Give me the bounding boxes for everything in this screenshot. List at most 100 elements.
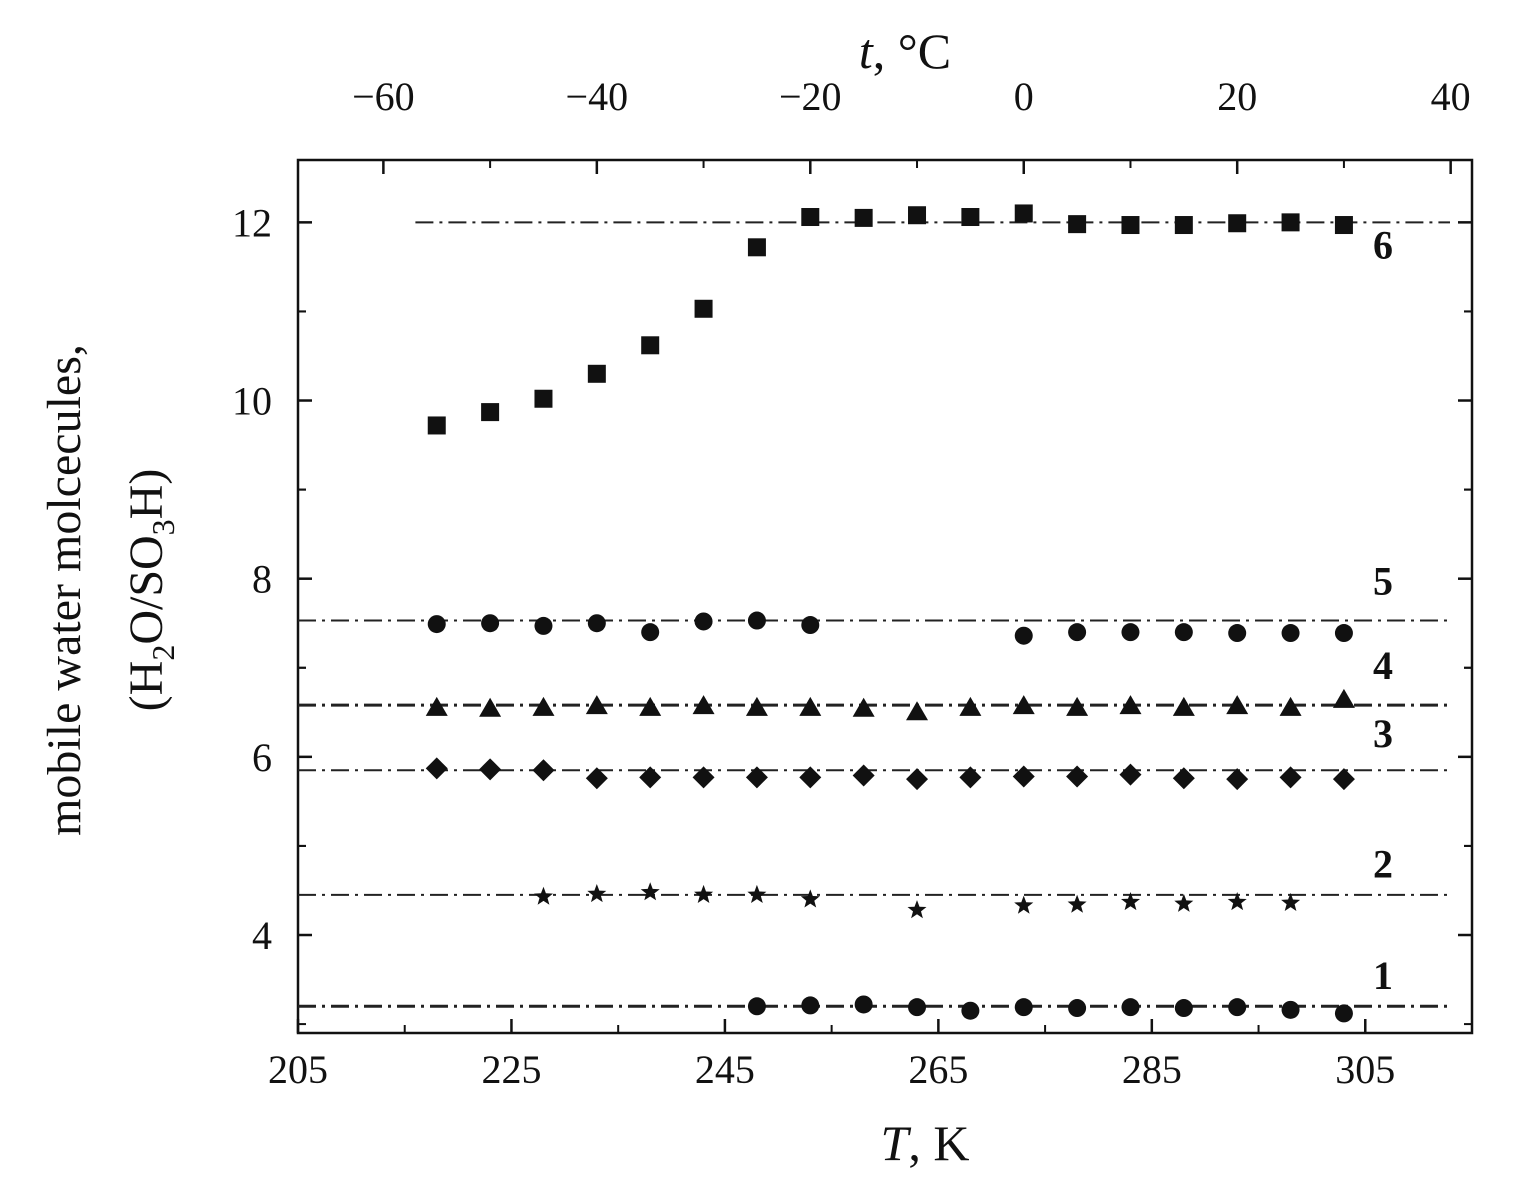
x2-axis-title: t, °C [859, 23, 951, 79]
series-2-point [1121, 892, 1140, 911]
series-1-point [1121, 998, 1140, 1017]
series-3-point [1332, 768, 1355, 791]
x2-tick-label: 0 [1014, 74, 1034, 119]
series-4-point [852, 697, 875, 717]
series-5-point [1068, 623, 1087, 642]
series-5-point [1174, 623, 1193, 642]
series-2-point [907, 900, 927, 919]
series-6-point [694, 299, 713, 318]
series-1-label: 1 [1373, 953, 1393, 998]
y-tick-label: 10 [232, 379, 272, 424]
series-3-point [532, 759, 555, 782]
series-4-point [532, 696, 555, 716]
series-1-point [1334, 1004, 1353, 1023]
x2-axis-title-symbol: t [859, 23, 874, 79]
series-3-point [692, 766, 715, 789]
series-1-point [801, 996, 820, 1015]
y-axis-title: mobile water molcecules, (H2O/SO3H) [38, 344, 181, 836]
series-2-point [747, 884, 767, 903]
series-3-point [852, 764, 875, 787]
series-3-point [1119, 763, 1142, 786]
series-2-point [1014, 895, 1034, 914]
series-2-point [1067, 894, 1087, 913]
y-axis-title-part-mid: O/SO [120, 535, 173, 644]
series-4-point [1226, 695, 1249, 715]
series-4-point [425, 696, 448, 716]
series-1-point [1014, 998, 1033, 1017]
series-6-point [587, 364, 606, 383]
series-3-point [906, 768, 929, 791]
series-4-label: 4 [1373, 643, 1393, 688]
series-1-point [908, 998, 927, 1017]
x-axis-title-symbol: T [881, 1115, 912, 1171]
series-2-point [587, 884, 607, 903]
series-6-point [961, 208, 980, 227]
series-6-point [1121, 216, 1140, 235]
series-4-point [1172, 696, 1195, 716]
series-6-point [427, 416, 446, 435]
y-axis-title-sub-3: 3 [145, 519, 181, 535]
series-3-label: 3 [1373, 711, 1393, 756]
series-4-point [1066, 696, 1089, 716]
series-1-point [961, 1001, 980, 1020]
series-2-label: 2 [1373, 842, 1393, 887]
x2-tick-label: 40 [1431, 74, 1471, 119]
x-tick-label: 265 [908, 1047, 968, 1092]
series-2-point [800, 889, 820, 908]
series-4-point [692, 695, 715, 715]
series-6-point [1228, 214, 1247, 233]
series-2-point [694, 884, 714, 903]
series-6-point [908, 206, 927, 225]
y-tick-label: 12 [232, 200, 272, 245]
series-5-point [1281, 624, 1300, 643]
series-6-point [481, 403, 500, 422]
series-2-point [1227, 892, 1247, 911]
series-4-point [959, 696, 982, 716]
series-6-point [1281, 213, 1300, 232]
y-axis-title-line1: mobile water molcecules, [38, 344, 91, 836]
series-4-point [1279, 696, 1302, 716]
series-6-point [854, 208, 873, 227]
x-axis-title: T, K [881, 1115, 970, 1171]
x-tick-label: 285 [1122, 1047, 1182, 1092]
series-2-point [1281, 892, 1301, 911]
series-3-point [479, 758, 502, 781]
series-4-point [745, 696, 768, 716]
x2-tick-label: 20 [1217, 74, 1257, 119]
series-4-point [906, 701, 929, 721]
series-1-point [747, 997, 766, 1016]
series-3-point [1066, 765, 1089, 788]
series-3-point [799, 766, 822, 789]
series-6-point [747, 238, 766, 257]
series-6-label: 6 [1373, 223, 1393, 268]
y-axis-title-sub-2: 2 [145, 645, 181, 661]
series-6-point [534, 389, 553, 408]
series-3-point [1226, 768, 1249, 791]
series-1-point [1174, 999, 1193, 1018]
series-3-point [1172, 767, 1195, 790]
series-6-point [641, 336, 660, 355]
x-tick-label: 245 [695, 1047, 755, 1092]
series-3-point [959, 766, 982, 789]
series-4-point [799, 696, 822, 716]
series-3-point [1012, 765, 1035, 788]
series-2-point [1174, 893, 1194, 912]
series-5-point [694, 612, 713, 631]
x-tick-label: 205 [268, 1047, 328, 1092]
series-6-point [1068, 215, 1087, 234]
series-5-point [1121, 623, 1140, 642]
x-axis-title-unit: , K [908, 1115, 969, 1171]
series-4-point [1012, 695, 1035, 715]
series-3-point [425, 757, 448, 780]
series-1-point [1068, 999, 1087, 1018]
x-tick-label: 225 [481, 1047, 541, 1092]
series-2-point [534, 886, 553, 905]
series-3-point [745, 766, 768, 789]
y-axis-title-part-close: H) [120, 469, 173, 520]
series-6-point [1174, 216, 1193, 235]
x-tick-label: 305 [1335, 1047, 1395, 1092]
y-tick-label: 6 [252, 735, 272, 780]
y-tick-label: 8 [252, 557, 272, 602]
series-4-point [639, 696, 662, 716]
